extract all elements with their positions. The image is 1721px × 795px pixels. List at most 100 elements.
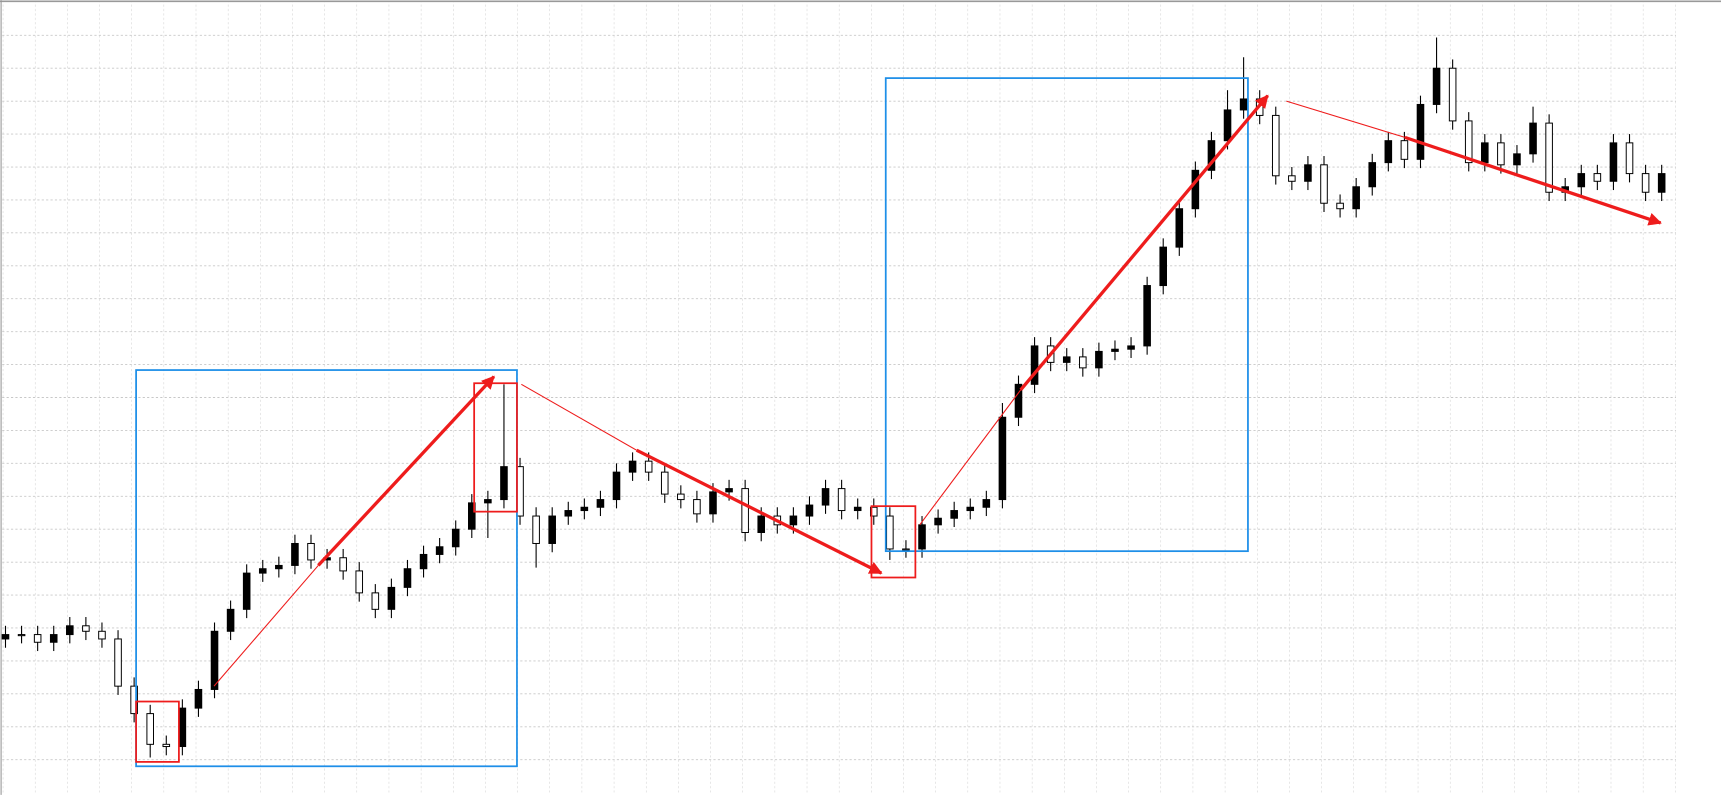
- candle-body: [741, 488, 749, 533]
- red-box: [135, 700, 180, 763]
- candle-body: [226, 608, 235, 632]
- candle-body: [1513, 153, 1521, 166]
- candle-body: [612, 471, 621, 501]
- candle-body: [1095, 350, 1103, 369]
- candle-body: [1271, 114, 1280, 177]
- candle-body: [307, 542, 315, 561]
- candle-body: [1191, 169, 1200, 210]
- candle-body: [114, 638, 122, 687]
- candle-body: [693, 499, 701, 515]
- candle-body: [1175, 208, 1184, 248]
- candle-body: [982, 499, 991, 508]
- candle-body: [1062, 356, 1071, 363]
- candle-body: [291, 542, 299, 566]
- candle-body: [258, 568, 267, 574]
- candle-body: [210, 630, 219, 690]
- candle-body: [339, 557, 347, 572]
- candle-body: [532, 515, 540, 544]
- candle-body: [403, 568, 412, 588]
- candle-body: [1239, 98, 1248, 111]
- candle-body: [869, 506, 878, 517]
- candle-body: [1079, 356, 1087, 369]
- candle-body: [966, 506, 975, 512]
- candle-body: [468, 502, 476, 530]
- candle-body: [1030, 345, 1039, 385]
- candle-body: [677, 493, 685, 501]
- trend-line: [521, 383, 637, 451]
- candle-body: [1014, 383, 1023, 418]
- candle-body: [789, 515, 798, 526]
- candle-body: [886, 515, 894, 550]
- candle-body: [548, 515, 556, 544]
- red-box: [473, 382, 518, 513]
- candle-body: [1416, 103, 1425, 160]
- candle-body: [644, 460, 653, 473]
- candle-body: [1223, 109, 1232, 142]
- candle-body: [1288, 175, 1296, 182]
- candle-body: [628, 460, 637, 473]
- candle-body: [902, 548, 910, 551]
- candle-body: [580, 506, 589, 512]
- candle-body: [355, 570, 364, 594]
- candle-body: [1207, 140, 1216, 171]
- candle-body: [1368, 162, 1377, 188]
- candle-body: [17, 634, 26, 637]
- candle-body: [564, 510, 573, 517]
- candle-body: [1127, 345, 1135, 350]
- candle-body: [435, 546, 444, 555]
- vertical-grid: [2, 2, 1676, 793]
- candle-body: [1577, 173, 1586, 188]
- candle-body: [1609, 142, 1618, 182]
- candle-body: [275, 564, 283, 570]
- candle-body: [918, 524, 926, 550]
- candle-body: [1384, 140, 1393, 164]
- candle-body: [178, 707, 187, 748]
- candle-body: [1336, 202, 1344, 210]
- candle-body: [596, 499, 605, 508]
- trend-line: [919, 389, 1022, 526]
- candle-body: [1497, 142, 1505, 166]
- trend-arrow: [1404, 135, 1662, 226]
- candle-body: [1545, 122, 1553, 193]
- candle-body: [709, 491, 717, 515]
- trend-line: [213, 565, 319, 687]
- candle-body: [500, 466, 508, 501]
- candle-body: [950, 510, 958, 519]
- candle-body: [1481, 142, 1489, 164]
- red-box: [870, 505, 917, 579]
- candle-body: [146, 713, 154, 745]
- trend-arrow: [635, 448, 883, 575]
- candle-body: [451, 528, 460, 548]
- candle-body: [371, 592, 380, 610]
- candle-body: [1641, 173, 1650, 193]
- candle-body: [1400, 140, 1409, 160]
- candle-body: [805, 504, 814, 517]
- candle-body: [387, 586, 396, 610]
- candle-body: [1111, 348, 1119, 352]
- candle-body: [242, 572, 251, 610]
- candle-body: [1464, 120, 1473, 164]
- candle-body: [419, 553, 428, 570]
- candle-body: [837, 488, 846, 512]
- candle-body: [757, 515, 766, 533]
- candle-body: [1159, 246, 1167, 287]
- candle-body: [82, 625, 90, 632]
- candle-body: [934, 517, 942, 526]
- candle-body: [98, 630, 106, 640]
- candle-body: [162, 743, 171, 748]
- candle-body: [821, 488, 830, 506]
- candle-body: [1, 634, 10, 640]
- candle-body: [1593, 173, 1602, 182]
- candle-body: [1304, 164, 1312, 182]
- blue-box: [884, 77, 1249, 553]
- candle-body: [1448, 67, 1457, 122]
- candle-body: [49, 634, 58, 643]
- trend-arrow: [1019, 94, 1269, 391]
- candles: [1, 37, 1666, 758]
- candle-body: [484, 499, 492, 504]
- trend-line: [1286, 100, 1406, 138]
- candle-body: [1657, 173, 1666, 193]
- candle-body: [66, 625, 74, 636]
